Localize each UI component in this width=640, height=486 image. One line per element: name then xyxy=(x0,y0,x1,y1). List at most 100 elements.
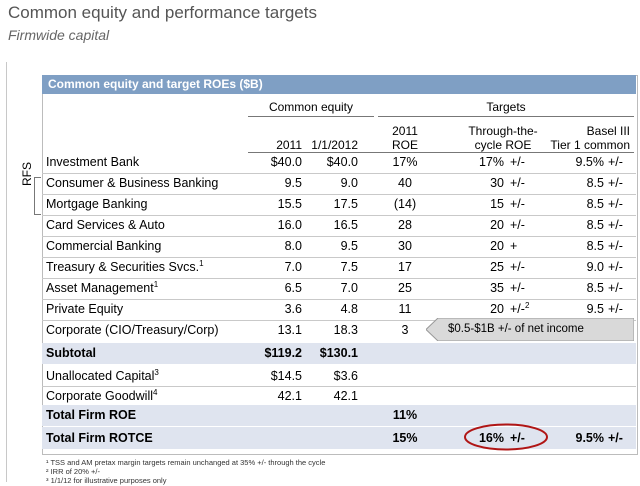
row-basel-pm: +/- xyxy=(608,239,623,253)
row-roe: 40 xyxy=(398,176,412,190)
row-ce2011: 6.5 xyxy=(284,281,302,295)
row-cycle-target: 20 xyxy=(490,302,504,316)
col-header-basel-1: Basel III xyxy=(586,124,630,138)
row-ce2012: 18.3 xyxy=(333,323,358,337)
row-roe: 11 xyxy=(398,302,412,316)
row-ce2011: 3.6 xyxy=(284,302,302,316)
row-cycle-pm: +/- xyxy=(510,155,525,169)
total-rotce-basel-pm: +/- xyxy=(608,431,623,445)
page-title: Common equity and performance targets xyxy=(8,3,317,22)
row-cycle-pm: +/- xyxy=(510,197,525,211)
row-roe: 30 xyxy=(398,239,412,253)
row-basel-target: 8.5 xyxy=(586,197,604,211)
row-divider xyxy=(42,299,636,300)
row-cycle-pm: +/-2 xyxy=(510,300,530,316)
corporate-target-callout xyxy=(426,318,634,341)
row-cycle-target: 17% xyxy=(478,155,504,169)
header-bottom-rule xyxy=(248,152,634,153)
goodwill-ce2011: 42.1 xyxy=(277,389,302,403)
col-header-basel-2: Tier 1 common xyxy=(550,138,630,152)
rfs-bracket xyxy=(34,177,41,215)
row-basel-pm: +/- xyxy=(608,176,623,190)
row-ce2012: 9.0 xyxy=(340,176,358,190)
subtotal-band xyxy=(42,343,636,364)
row-basel-pm: +/- xyxy=(608,155,623,169)
table-caption: Common equity and target ROEs ($B) xyxy=(48,77,263,91)
frame-divider xyxy=(6,62,7,482)
header-targets: Targets xyxy=(486,100,526,114)
header-common-equity: Common equity xyxy=(268,100,354,114)
col-header-cycle-2: cycle ROE xyxy=(474,138,532,152)
row-label: Consumer & Business Banking xyxy=(46,176,219,190)
total-rotce-cycle: 16% xyxy=(478,431,504,445)
row-label: Commercial Banking xyxy=(46,239,162,253)
col-header-roe-year: 2011 xyxy=(392,124,418,138)
row-ce2011: 7.0 xyxy=(284,260,302,274)
row-ce2011: 8.0 xyxy=(284,239,302,253)
row-cycle-pm: +/- xyxy=(510,176,525,190)
row-cycle-pm: +/- xyxy=(510,281,525,295)
row-divider xyxy=(42,278,636,279)
total-rotce-band xyxy=(42,427,636,449)
row-basel-target: 9.0 xyxy=(586,260,604,274)
row-cycle-target: 20 xyxy=(490,239,504,253)
row-divider xyxy=(42,257,636,258)
row-cycle-pm: + xyxy=(510,239,518,253)
footnote-2: ² IRR of 20% +/- xyxy=(46,467,100,476)
subtotal-ce2011: $119.2 xyxy=(264,346,302,360)
highlight-circle xyxy=(464,423,548,451)
row-cycle-target: 25 xyxy=(490,260,504,274)
row-ce2012: 17.5 xyxy=(333,197,358,211)
total-rotce-cycle-pm: +/- xyxy=(510,431,525,445)
row-basel-target: 8.5 xyxy=(586,176,604,190)
header-rule xyxy=(378,116,634,117)
row-ce2012: 7.0 xyxy=(340,281,358,295)
row-basel-pm: +/- xyxy=(608,197,623,211)
row-ce2011: 13.1 xyxy=(277,323,302,337)
total-rotce-basel: 9.5% xyxy=(575,431,605,445)
rfs-label: RFS xyxy=(20,162,34,186)
row-roe: 17% xyxy=(392,155,418,169)
total-rotce-label: Total Firm ROTCE xyxy=(46,431,153,445)
total-roe-label: Total Firm ROE xyxy=(46,408,137,422)
row-divider xyxy=(42,194,636,195)
row-basel-pm: +/- xyxy=(608,302,623,316)
goodwill-label: Corporate Goodwill4 xyxy=(46,387,158,403)
row-cycle-pm: +/- xyxy=(510,218,525,232)
row-divider xyxy=(42,320,636,321)
row-label: Corporate (CIO/Treasury/Corp) xyxy=(46,323,219,337)
row-divider xyxy=(42,215,636,216)
row-cycle-target: 30 xyxy=(490,176,504,190)
row-roe: 3 xyxy=(401,323,409,337)
unallocated-ce2012: $3.6 xyxy=(333,369,358,383)
row-roe: 17 xyxy=(398,260,412,274)
header-rule xyxy=(248,116,374,117)
row-basel-pm: +/- xyxy=(608,218,623,232)
row-label: Private Equity xyxy=(46,302,124,316)
page-subtitle: Firmwide capital xyxy=(8,27,110,43)
footnote-1: ¹ TSS and AM pretax margin targets remai… xyxy=(46,458,326,467)
row-cycle-pm: +/- xyxy=(510,260,525,274)
total-rotce-roe: 15% xyxy=(392,431,418,445)
row-ce2012: 16.5 xyxy=(333,218,358,232)
row-basel-target: 9.5% xyxy=(575,155,605,169)
row-basel-target: 8.5 xyxy=(586,239,604,253)
table-caption-bar: Common equity and target ROEs ($B) xyxy=(42,75,636,94)
col-header-cycle-1: Through-the- xyxy=(468,124,538,138)
row-ce2012: 7.5 xyxy=(340,260,358,274)
row-ce2011: 9.5 xyxy=(284,176,302,190)
total-roe-band xyxy=(42,405,636,426)
corporate-target-text: $0.5-$1B +/- of net income xyxy=(448,323,584,335)
goodwill-ce2012: 42.1 xyxy=(333,389,358,403)
row-divider xyxy=(42,386,636,387)
total-roe-value: 11% xyxy=(392,408,418,422)
subtotal-ce2012: $130.1 xyxy=(319,346,358,360)
col-header-2012: 1/1/2012 xyxy=(311,138,358,152)
row-basel-pm: +/- xyxy=(608,260,623,274)
row-ce2011: 16.0 xyxy=(277,218,302,232)
row-cycle-target: 15 xyxy=(490,197,504,211)
row-ce2011: $40.0 xyxy=(270,155,302,169)
row-roe: 25 xyxy=(398,281,412,295)
footnote-3: ³ 1/1/12 for illustrative purposes only xyxy=(46,476,167,485)
row-label: Asset Management1 xyxy=(46,279,159,295)
